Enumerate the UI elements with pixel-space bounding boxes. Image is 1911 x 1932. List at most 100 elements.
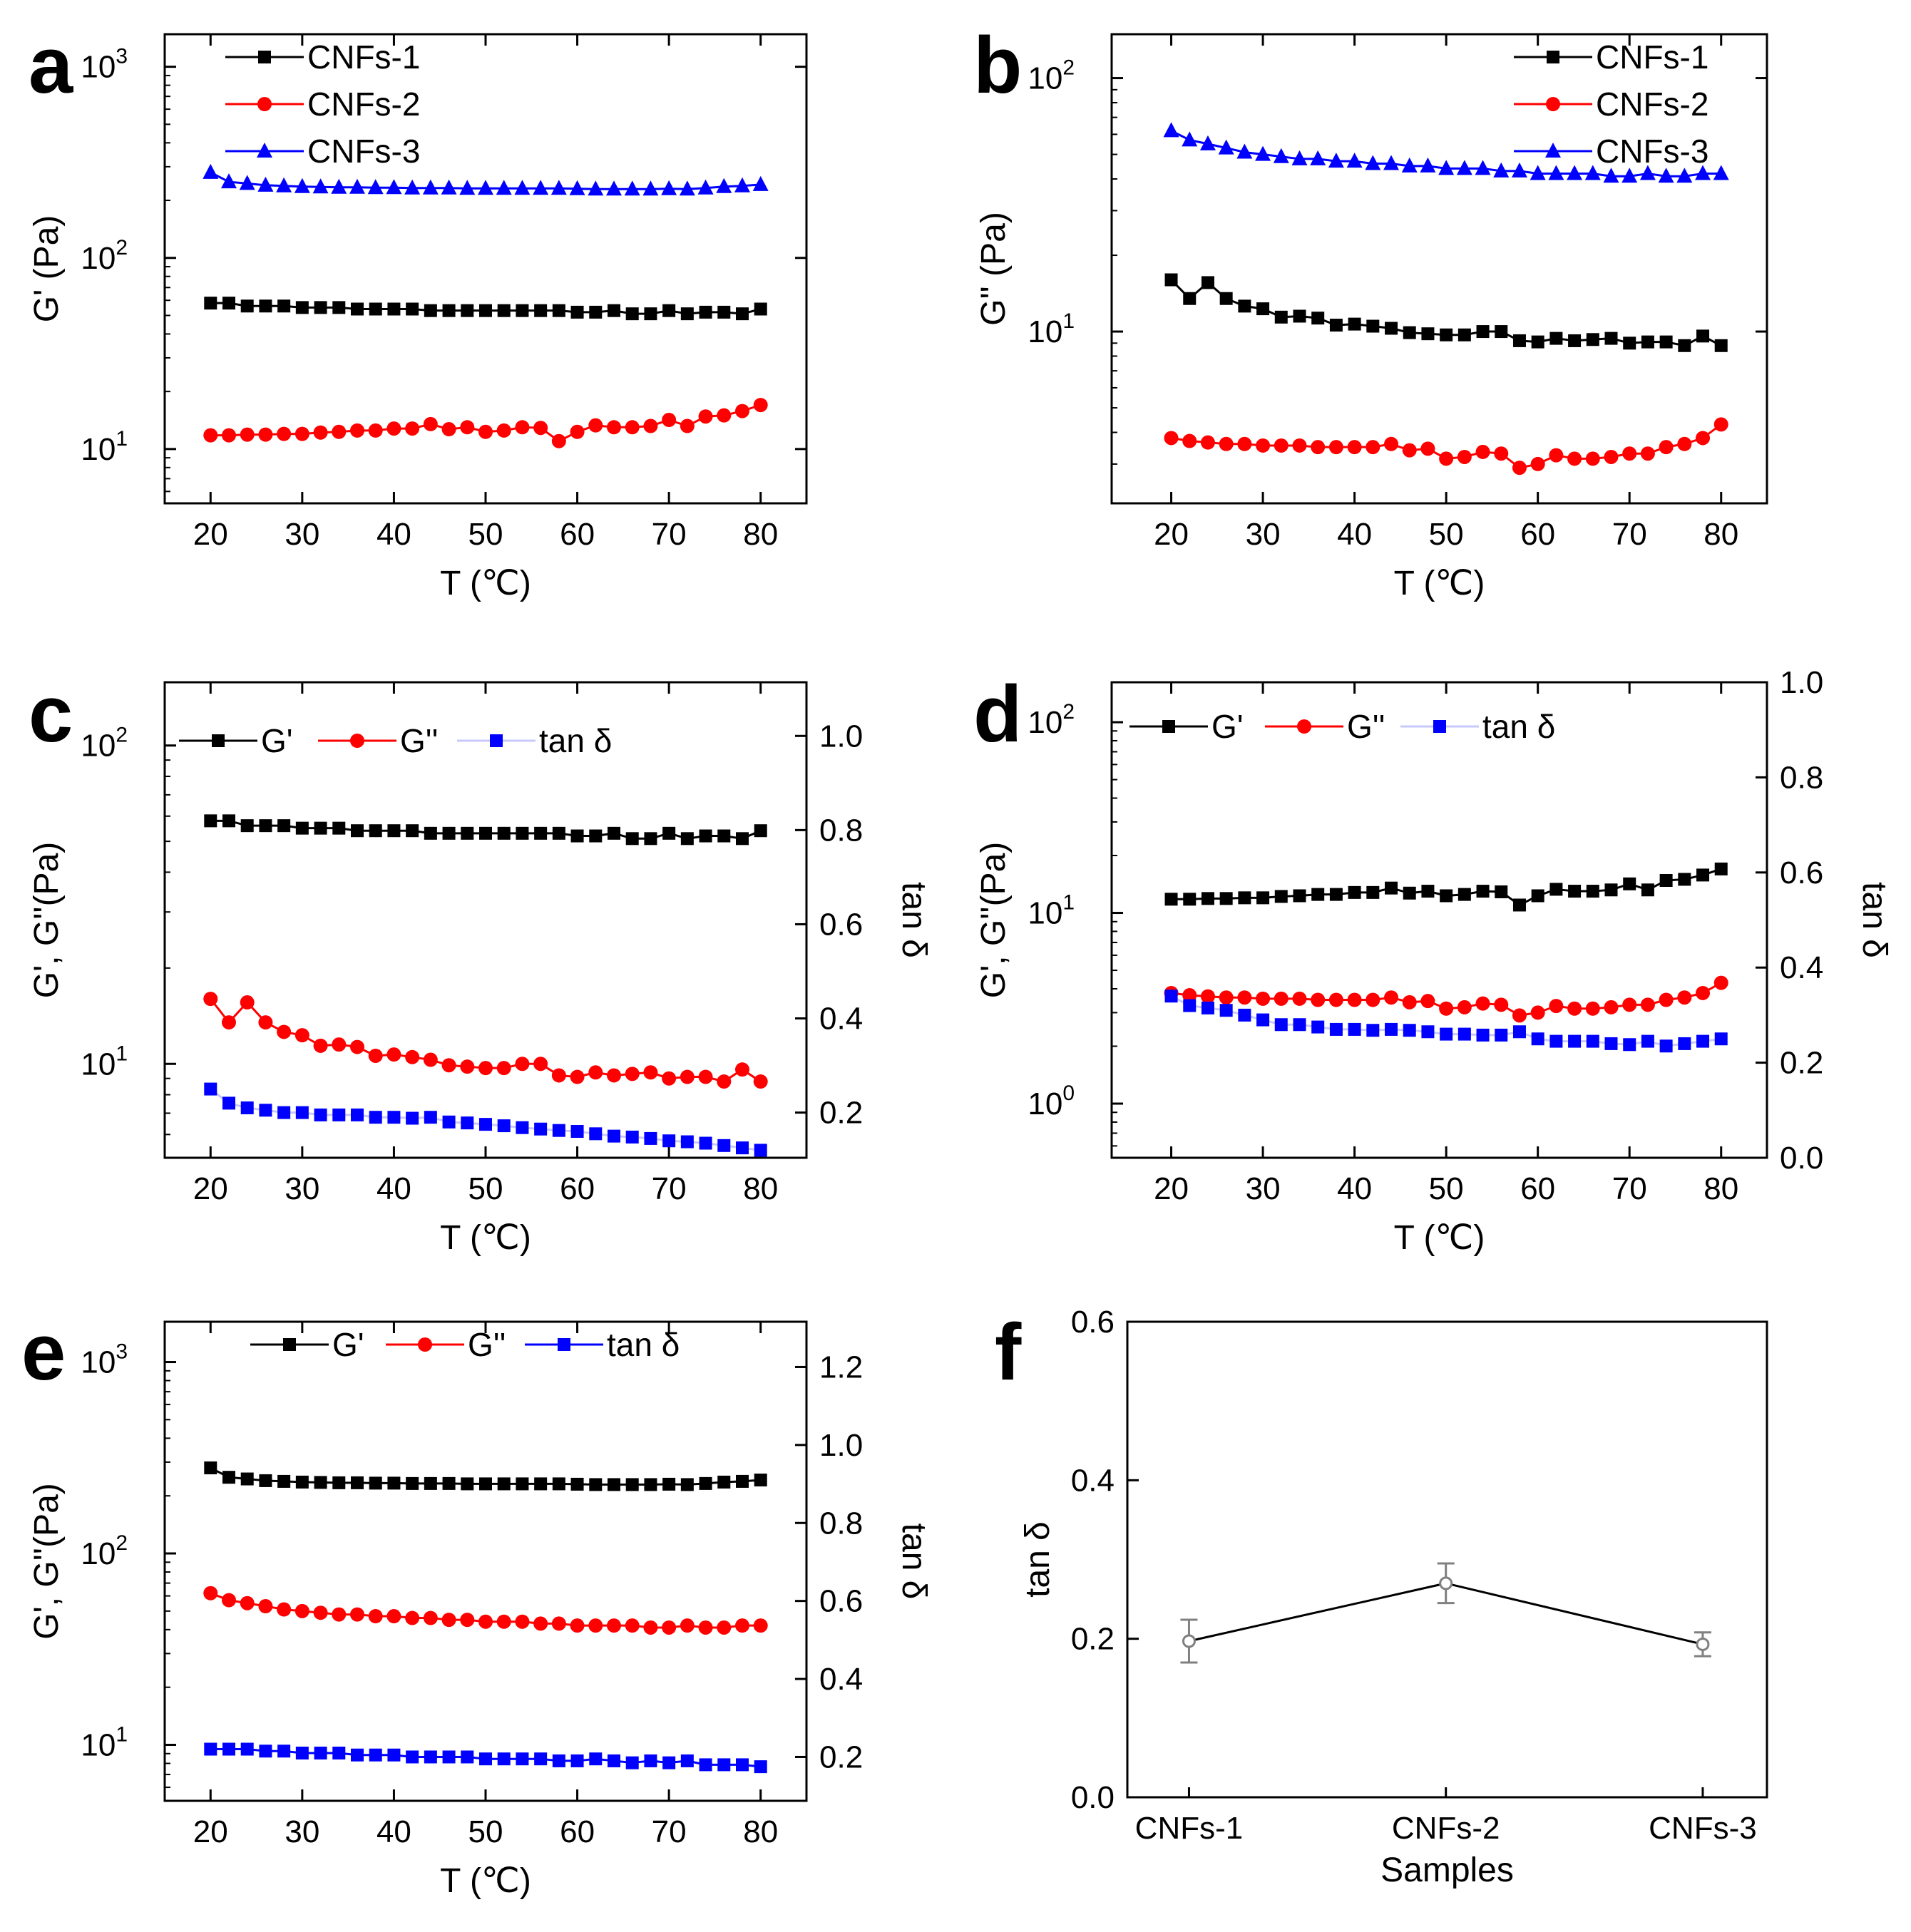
legend-label: CNFs-3	[1596, 133, 1708, 170]
data-point	[496, 423, 511, 438]
panel-f: f CNFs-1 CNFs-2 CNFs-3 Samples 0.0 0.2 0.4 0.6 ta…	[995, 1305, 1768, 1889]
data-point	[552, 826, 565, 840]
data-point	[1622, 997, 1637, 1012]
data-point	[1311, 992, 1326, 1007]
x-tick-label: 30	[285, 1814, 319, 1849]
data-point	[608, 826, 620, 840]
data-point	[589, 1127, 603, 1141]
legend-marker	[257, 97, 272, 111]
y-tick-label: 101	[81, 1042, 128, 1081]
data-point	[1255, 145, 1271, 161]
data-point	[1218, 139, 1234, 155]
data-point	[516, 1121, 529, 1134]
legend-label: G'	[1211, 708, 1244, 745]
legend-label: CNFs-3	[307, 133, 420, 170]
data-point	[735, 1062, 749, 1077]
y-tick-base: 10	[81, 50, 116, 85]
x-tick-label: 30	[285, 1171, 319, 1206]
data-point	[662, 1620, 677, 1635]
data-point	[1293, 889, 1306, 903]
data-point	[295, 1746, 309, 1759]
data-point	[368, 1609, 383, 1624]
x-axis-label: T (℃)	[1394, 1219, 1485, 1257]
data-point	[387, 1111, 401, 1124]
data-point	[1164, 273, 1178, 287]
data-point	[1201, 276, 1214, 289]
data-point	[625, 307, 639, 321]
data-point	[1348, 1022, 1361, 1036]
data-point	[1659, 440, 1674, 455]
data-point	[478, 1061, 493, 1076]
data-point	[643, 1065, 658, 1080]
data-point	[277, 1474, 291, 1488]
data-point	[1346, 153, 1363, 168]
data-point	[314, 1746, 327, 1759]
data-point	[1256, 1013, 1270, 1027]
x-tick-label: 60	[560, 1171, 595, 1206]
data-point	[441, 422, 456, 437]
y-tick-label: 102	[81, 724, 128, 764]
data-point	[642, 180, 659, 196]
legend-marker	[1297, 719, 1311, 734]
data-point	[588, 1618, 603, 1633]
data-point	[679, 180, 695, 196]
data-point	[351, 824, 364, 838]
data-point	[424, 1476, 437, 1490]
y-tick-exponent: 1	[1062, 891, 1075, 915]
data-point	[1495, 885, 1508, 898]
x-tick-label: 70	[1612, 1171, 1647, 1206]
data-point	[1475, 996, 1490, 1011]
data-point	[479, 826, 492, 840]
data-point	[222, 1471, 235, 1484]
x-tick-label: 80	[743, 1171, 778, 1206]
data-point	[1476, 885, 1490, 898]
data-point	[1568, 885, 1582, 898]
y-tick-label: 101	[81, 427, 128, 467]
data-point	[259, 1474, 272, 1487]
data-point	[257, 176, 274, 192]
data-point	[1347, 992, 1362, 1007]
data-point	[1475, 444, 1490, 459]
data-point	[295, 821, 309, 835]
x-axis-label: T (℃)	[440, 1862, 531, 1900]
data-point	[754, 1473, 767, 1486]
data-point	[662, 1134, 676, 1148]
data-point	[533, 1616, 548, 1631]
data-point	[1512, 898, 1526, 912]
data-point	[349, 178, 365, 194]
data-point	[424, 826, 437, 840]
data-point	[461, 304, 474, 317]
data-point	[625, 1130, 639, 1144]
data-point	[1347, 440, 1362, 455]
data-point	[1440, 889, 1453, 903]
legend-marker	[257, 143, 272, 158]
data-point	[1530, 165, 1546, 180]
data-point	[332, 821, 346, 835]
data-point	[1164, 431, 1179, 446]
data-point	[1236, 143, 1253, 159]
x-tick-label: 30	[285, 517, 319, 552]
data-point	[753, 1618, 768, 1633]
data-point	[1457, 328, 1471, 341]
x-tick-label: 50	[468, 517, 503, 552]
data-point	[1678, 1037, 1691, 1050]
data-point	[387, 1748, 401, 1762]
data-point	[1494, 997, 1509, 1012]
data-point	[698, 1620, 713, 1635]
data-point	[314, 821, 327, 835]
data-point	[461, 826, 474, 840]
data-point	[258, 1599, 273, 1614]
y-tick-exponent: 3	[116, 1340, 128, 1364]
data-point	[314, 1108, 327, 1121]
data-point	[497, 304, 511, 317]
data-point	[259, 1104, 272, 1117]
data-point	[442, 1115, 456, 1129]
data-point	[258, 427, 273, 442]
y2-tick-label: 0.2	[1780, 1046, 1823, 1081]
data-point	[277, 426, 292, 441]
data-point	[1659, 335, 1673, 349]
data-point	[680, 307, 694, 321]
data-point	[662, 1477, 676, 1491]
y-axis-label: G', G''(Pa)	[28, 842, 66, 999]
